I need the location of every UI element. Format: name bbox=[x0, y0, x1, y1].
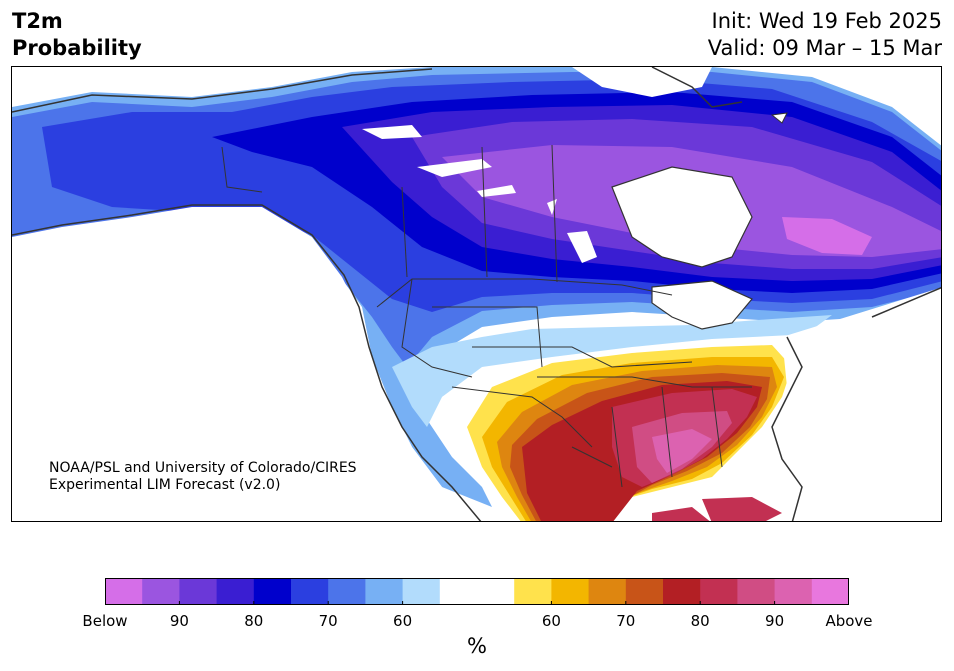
probability-map bbox=[12, 67, 941, 521]
valid-period: Valid: 09 Mar – 15 Mar bbox=[707, 36, 942, 60]
colorbar-segment bbox=[216, 578, 255, 605]
colorbar-segment bbox=[439, 578, 478, 605]
chart-title: T2m Probability bbox=[12, 8, 142, 62]
credit-text: NOAA/PSL and University of Colorado/CIRE… bbox=[49, 460, 357, 494]
colorbar-labels: Below 90 80 70 60 60 70 80 90 Above bbox=[0, 612, 954, 632]
colorbar-tick-label: 70 bbox=[616, 612, 636, 630]
colorbar-segment bbox=[588, 578, 627, 605]
variable-label: T2m bbox=[12, 9, 63, 33]
colorbar-tick-label: 90 bbox=[765, 612, 785, 630]
colorbar-segment bbox=[477, 578, 515, 605]
colorbar-segment bbox=[811, 578, 849, 605]
colorbar-tick-label: 70 bbox=[318, 612, 338, 630]
colorbar-tick-label: 80 bbox=[244, 612, 264, 630]
colorbar-segment bbox=[105, 578, 143, 605]
colorbar-segment bbox=[551, 578, 590, 605]
colorbar-segment bbox=[402, 578, 441, 605]
colorbar-segment bbox=[700, 578, 738, 605]
colorbar-tick-label: Below bbox=[82, 612, 128, 630]
colorbar-border bbox=[105, 578, 849, 605]
colorbar-tick-label: 90 bbox=[169, 612, 189, 630]
colorbar-tick-label: 60 bbox=[541, 612, 561, 630]
colorbar-segment bbox=[514, 578, 552, 605]
colorbar-segment bbox=[663, 578, 701, 605]
warm-probability-region bbox=[467, 345, 792, 521]
colorbar-segment bbox=[142, 578, 180, 605]
colorbar-unit: % bbox=[467, 634, 487, 658]
colorbar-segment bbox=[625, 578, 664, 605]
date-info: Init: Wed 19 Feb 2025 Valid: 09 Mar – 15… bbox=[708, 8, 942, 62]
colorbar-segment bbox=[291, 578, 329, 605]
lakes bbox=[362, 112, 788, 330]
colorbar-segment bbox=[253, 578, 292, 605]
map-panel bbox=[11, 66, 942, 522]
colorbar-segment bbox=[774, 578, 813, 605]
coastlines bbox=[12, 67, 941, 521]
init-date: Init: Wed 19 Feb 2025 bbox=[711, 9, 942, 33]
colorbar-tick-label: Above bbox=[825, 612, 873, 630]
colorbar-tick-label: 80 bbox=[690, 612, 710, 630]
colorbar-segment bbox=[365, 578, 404, 605]
credit-line-2: Experimental LIM Forecast (v2.0) bbox=[49, 477, 281, 493]
colorbar-segment bbox=[179, 578, 218, 605]
colorbar-segment bbox=[328, 578, 366, 605]
credit-line-1: NOAA/PSL and University of Colorado/CIRE… bbox=[49, 460, 357, 476]
ocean bbox=[12, 67, 941, 521]
political-borders bbox=[221, 144, 752, 488]
product-label: Probability bbox=[12, 36, 142, 60]
colorbar bbox=[105, 578, 849, 605]
colorbar-segment bbox=[737, 578, 776, 605]
colorbar-tick-label: 60 bbox=[393, 612, 413, 630]
